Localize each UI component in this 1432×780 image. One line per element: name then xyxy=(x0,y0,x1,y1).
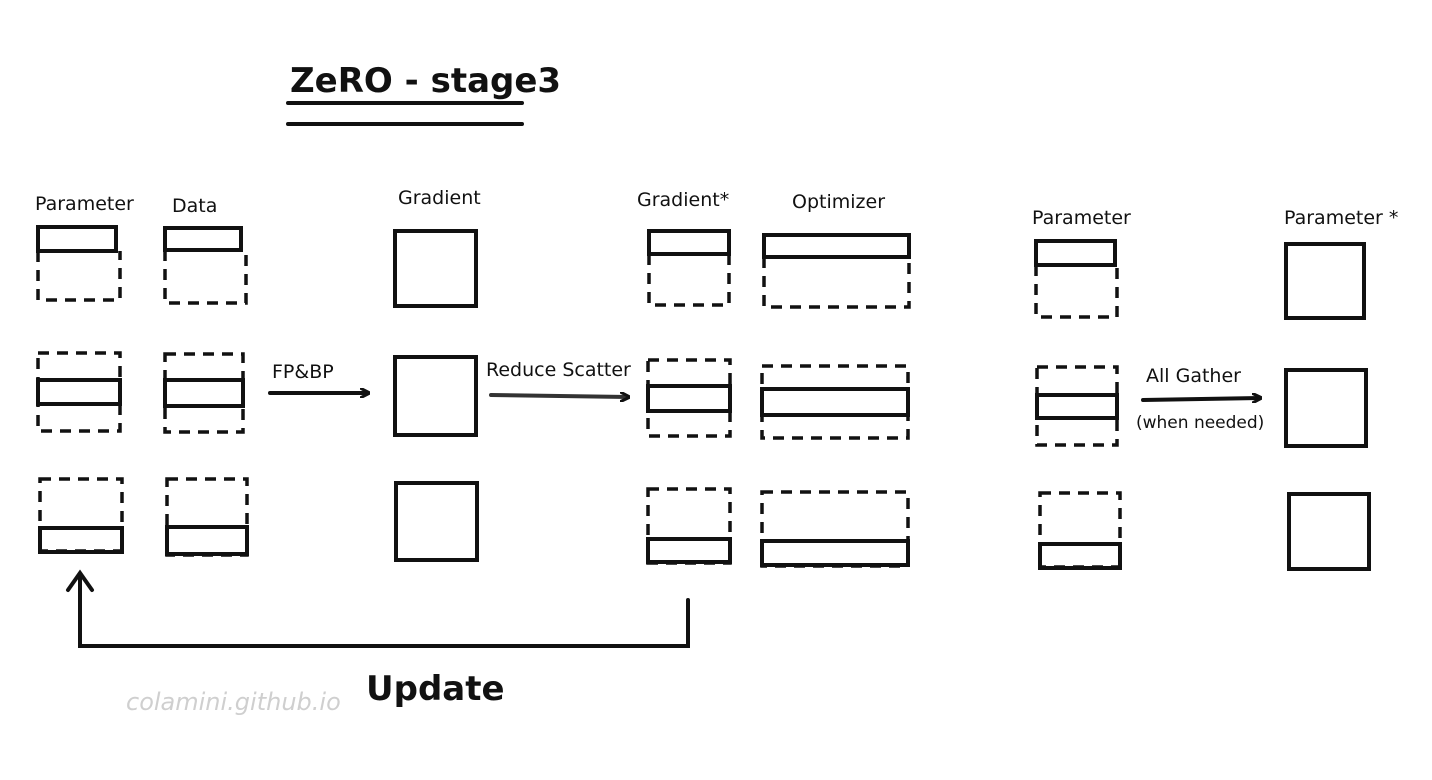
optimizer-shard-2 xyxy=(760,364,910,440)
parameter-right-shard-2 xyxy=(1035,365,1119,447)
parameter-shard-3 xyxy=(38,477,124,554)
parameter-shard-1 xyxy=(36,225,122,302)
gradient-star-header: Gradient* xyxy=(637,189,729,211)
reduce-scatter-label: Reduce Scatter xyxy=(486,359,631,381)
parameter-star-header: Parameter * xyxy=(1284,207,1398,229)
parameter-star-block-3 xyxy=(1287,492,1371,571)
parameter-right-shard-3 xyxy=(1038,491,1122,570)
data-shard-1 xyxy=(163,226,248,305)
gradient-block-3 xyxy=(394,481,479,562)
data-header: Data xyxy=(172,195,217,217)
update-arrow-head xyxy=(66,569,94,592)
fp-bp-label: FP&BP xyxy=(272,361,334,383)
gradient-star-shard-2 xyxy=(646,358,732,438)
gradient-header: Gradient xyxy=(398,187,481,209)
parameter-right-header: Parameter xyxy=(1032,207,1131,229)
watermark: colamini.github.io xyxy=(126,688,341,716)
update-label: Update xyxy=(366,669,505,709)
all-gather-label: All Gather xyxy=(1146,365,1241,387)
parameter-star-block-2 xyxy=(1284,368,1368,448)
optimizer-shard-3 xyxy=(760,490,910,568)
when-needed-label: (when needed) xyxy=(1136,413,1264,433)
parameter-shard-2 xyxy=(36,351,122,433)
optimizer-shard-1 xyxy=(762,233,911,309)
gradient-block-1 xyxy=(393,229,478,308)
gradient-star-shard-1 xyxy=(647,229,731,307)
reduce-scatter-arrow xyxy=(489,395,628,397)
gradient-star-shard-3 xyxy=(646,487,732,565)
optimizer-header: Optimizer xyxy=(792,191,885,213)
parameter-right-shard-1 xyxy=(1034,239,1119,319)
data-shard-3 xyxy=(165,477,249,557)
all-gather-arrow xyxy=(1141,398,1260,400)
gradient-block-2 xyxy=(393,355,478,437)
parameter-header: Parameter xyxy=(35,193,134,215)
parameter-star-block-1 xyxy=(1284,242,1366,320)
diagram-title: ZeRO - stage3 xyxy=(290,61,561,101)
update-arrow xyxy=(78,573,690,648)
data-shard-2 xyxy=(163,352,245,434)
